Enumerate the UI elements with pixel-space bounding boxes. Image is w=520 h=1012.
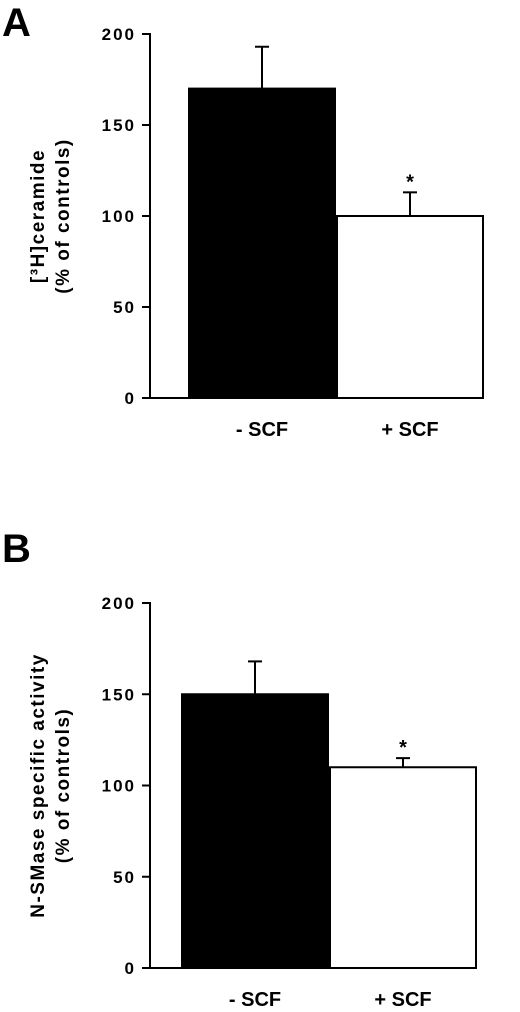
y-tick-label: 50 [113,868,136,887]
y-axis-title-line: (% of controls) [53,138,74,294]
y-axis-title-line: [³H]ceramide [28,149,49,283]
panel-letter: B [2,527,31,571]
significance-marker: * [399,737,407,759]
chart-panel-b: B 0 50 100 150 200 - SCF * + SCF N-SMase specific… [2,527,477,1011]
y-tick-label: 50 [113,298,136,317]
y-tick-label: 0 [125,389,136,408]
y-tick-label: 150 [102,116,136,135]
bar [181,693,329,969]
bar [188,87,336,399]
bar [336,215,484,399]
y-tick-label: 200 [102,25,136,44]
y-tick-label: 100 [102,207,136,226]
bar [329,766,477,969]
x-tick-label: + SCF [374,989,431,1011]
y-axis-title: N-SMase specific activity (% of controls) [28,653,74,918]
panel-letter: A [2,1,31,45]
y-axis-title-line: N-SMase specific activity [28,653,49,918]
x-tick-label: - SCF [229,989,281,1011]
y-tick-label: 150 [102,685,136,704]
x-tick-label: + SCF [381,419,438,441]
y-axis-title: [³H]ceramide (% of controls) [28,138,74,294]
significance-marker: * [406,171,414,193]
y-axis-title-line: (% of controls) [53,708,74,864]
y-tick-label: 100 [102,777,136,796]
y-tick-label: 200 [102,594,136,613]
y-tick-label: 0 [125,959,136,978]
chart-panel-a: A 0 50 100 150 200 - SCF * + SCF [³H]ceramide (% o… [2,1,484,441]
x-tick-label: - SCF [236,419,288,441]
